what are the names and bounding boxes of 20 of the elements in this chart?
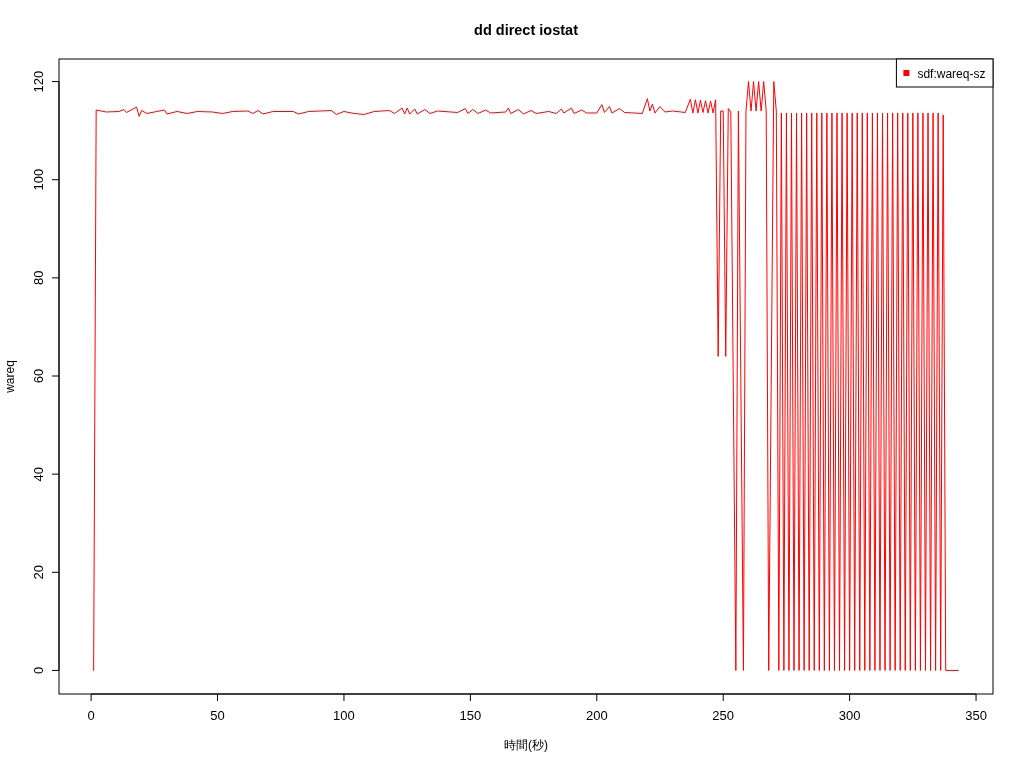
x-tick-label: 300	[838, 708, 861, 723]
y-tick-label: 20	[31, 565, 46, 580]
x-tick-label: 250	[712, 708, 735, 723]
y-axis-title: wareq	[3, 360, 17, 394]
y-tick-label: 80	[31, 270, 46, 286]
x-axis-title: 時間(秒)	[504, 738, 548, 752]
x-tick-label: 0	[87, 708, 95, 723]
x-tick-label: 50	[210, 708, 225, 723]
y-tick-label: 100	[31, 168, 46, 191]
y-tick-label: 60	[31, 368, 46, 384]
x-tick-label: 150	[459, 708, 482, 723]
x-tick-label: 200	[585, 708, 608, 723]
legend-label: sdf:wareq-sz	[917, 66, 986, 81]
y-tick-label: 0	[31, 666, 46, 675]
x-tick-label: 350	[965, 708, 987, 723]
chart-title: dd direct iostat	[474, 22, 579, 38]
line-series	[93, 81, 959, 671]
y-tick-label: 120	[31, 70, 46, 93]
x-tick-label: 100	[333, 708, 355, 723]
y-tick-label: 40	[31, 466, 46, 482]
